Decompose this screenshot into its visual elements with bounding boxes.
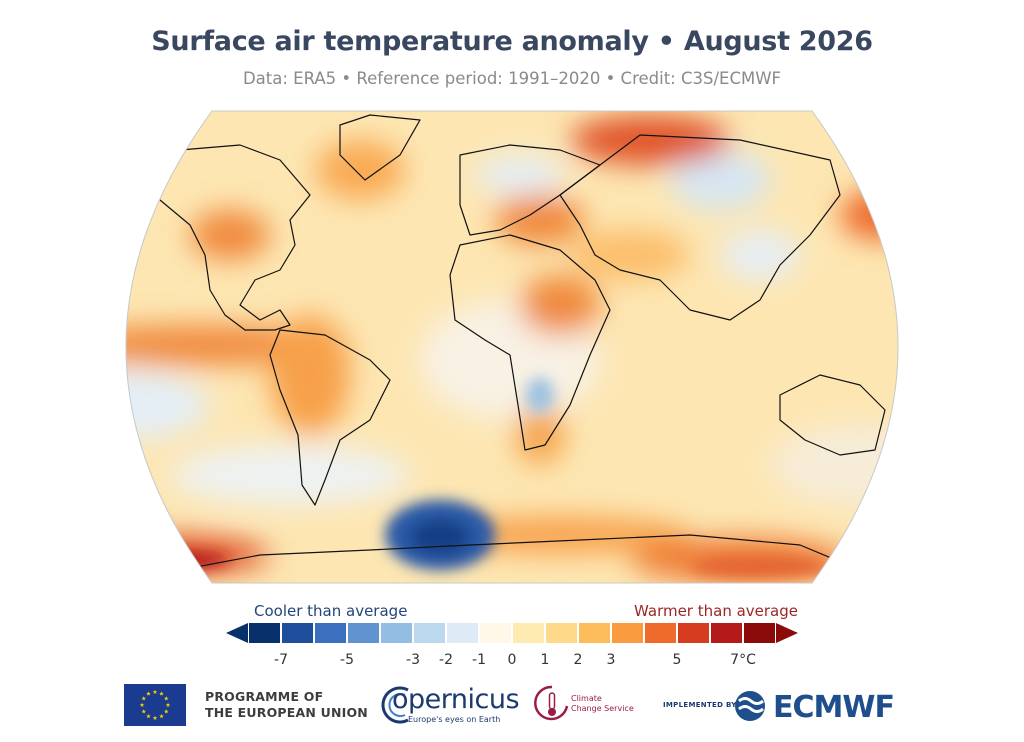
eu-star-icon [146,691,151,696]
coastlines [135,114,886,571]
eu-line-2: THE EUROPEAN UNION [205,705,368,720]
colorbar-swatch [744,623,775,643]
eu-star-icon [146,713,151,719]
colorbar-arrow-high [776,623,798,643]
thermometer-icon [534,685,569,721]
colorbar-swatch [447,623,478,643]
eu-star-icon [139,702,145,707]
c3s-text: Climate Change Service [571,694,634,713]
eu-star-icon [152,689,158,694]
eu-flag-icon [124,684,186,726]
colorbar-swatch [513,623,544,643]
colorbar-tick-label: 3 [606,652,616,668]
colorbar-swatch [612,623,643,643]
colorbar-tick-label: 0 [507,652,517,668]
copernicus-name: opernicus [392,684,520,715]
colorbar-swatch [711,623,742,643]
eu-line-1: PROGRAMME OF [205,689,324,704]
color-scale [226,623,798,643]
eu-programme-text: PROGRAMME OF THE EUROPEAN UNION [205,689,368,721]
colorbar-swatch [579,623,610,643]
colorbar-tick-label: -2 [439,652,453,668]
map-title: Surface air temperature anomaly • August… [151,26,873,57]
eu-star-icon [141,696,147,701]
eu-star-icon [159,691,164,696]
colorbar-tick-label: 2 [573,652,583,668]
colorbar-swatch [315,623,346,643]
colorbar-swatch [480,623,511,643]
colorbar-tick-label: -5 [340,652,354,668]
eu-star-icon [165,702,171,707]
colorbar-tick-label: -1 [472,652,486,668]
copernicus-logo: opernicus Europe's eyes on Earth [378,682,520,728]
colorbar-tick-label: 5 [672,652,682,668]
colorbar-tick-label: 1 [540,652,550,668]
colorbar-swatch [282,623,313,643]
ecmwf-waves-icon [735,691,765,721]
warmer-label: Warmer than average [634,602,799,620]
ecmwf-logo: ECMWF [733,689,895,725]
colorbar-tick-label: -7 [274,652,288,668]
colorbar-tick-label: 7°C [730,652,756,668]
colorbar-arrow-low [226,623,248,643]
map-frame [125,110,899,584]
colorbar-swatch [546,623,577,643]
eu-star-icon [141,709,147,714]
copernicus-c-icon [381,686,409,724]
eu-star-icon [163,696,169,701]
colorbar-swatch [249,623,280,643]
cooler-label: Cooler than average [254,602,408,620]
copernicus-tagline: Europe's eyes on Earth [408,715,501,724]
world-anomaly-map [125,110,899,584]
ecmwf-name: ECMWF [773,690,895,725]
colorbar-swatch [381,623,412,643]
colorbar-swatch [414,623,445,643]
c3s-line-2: Change Service [571,703,634,713]
eu-star-icon [152,715,158,720]
colorbar-tick-label: -3 [406,652,420,668]
colorbar-swatch [348,623,379,643]
c3s-line-1: Climate [571,694,602,703]
eu-star-icon [159,713,164,719]
eu-star-icon [163,709,169,714]
map-subtitle: Data: ERA5 • Reference period: 1991–2020… [242,69,782,88]
c3s-logo: Climate Change Service [534,682,644,726]
implemented-by-text: IMPLEMENTED BY [663,701,737,709]
globe-field [126,111,898,583]
colorbar-swatch [645,623,676,643]
colorbar-swatch [678,623,709,643]
